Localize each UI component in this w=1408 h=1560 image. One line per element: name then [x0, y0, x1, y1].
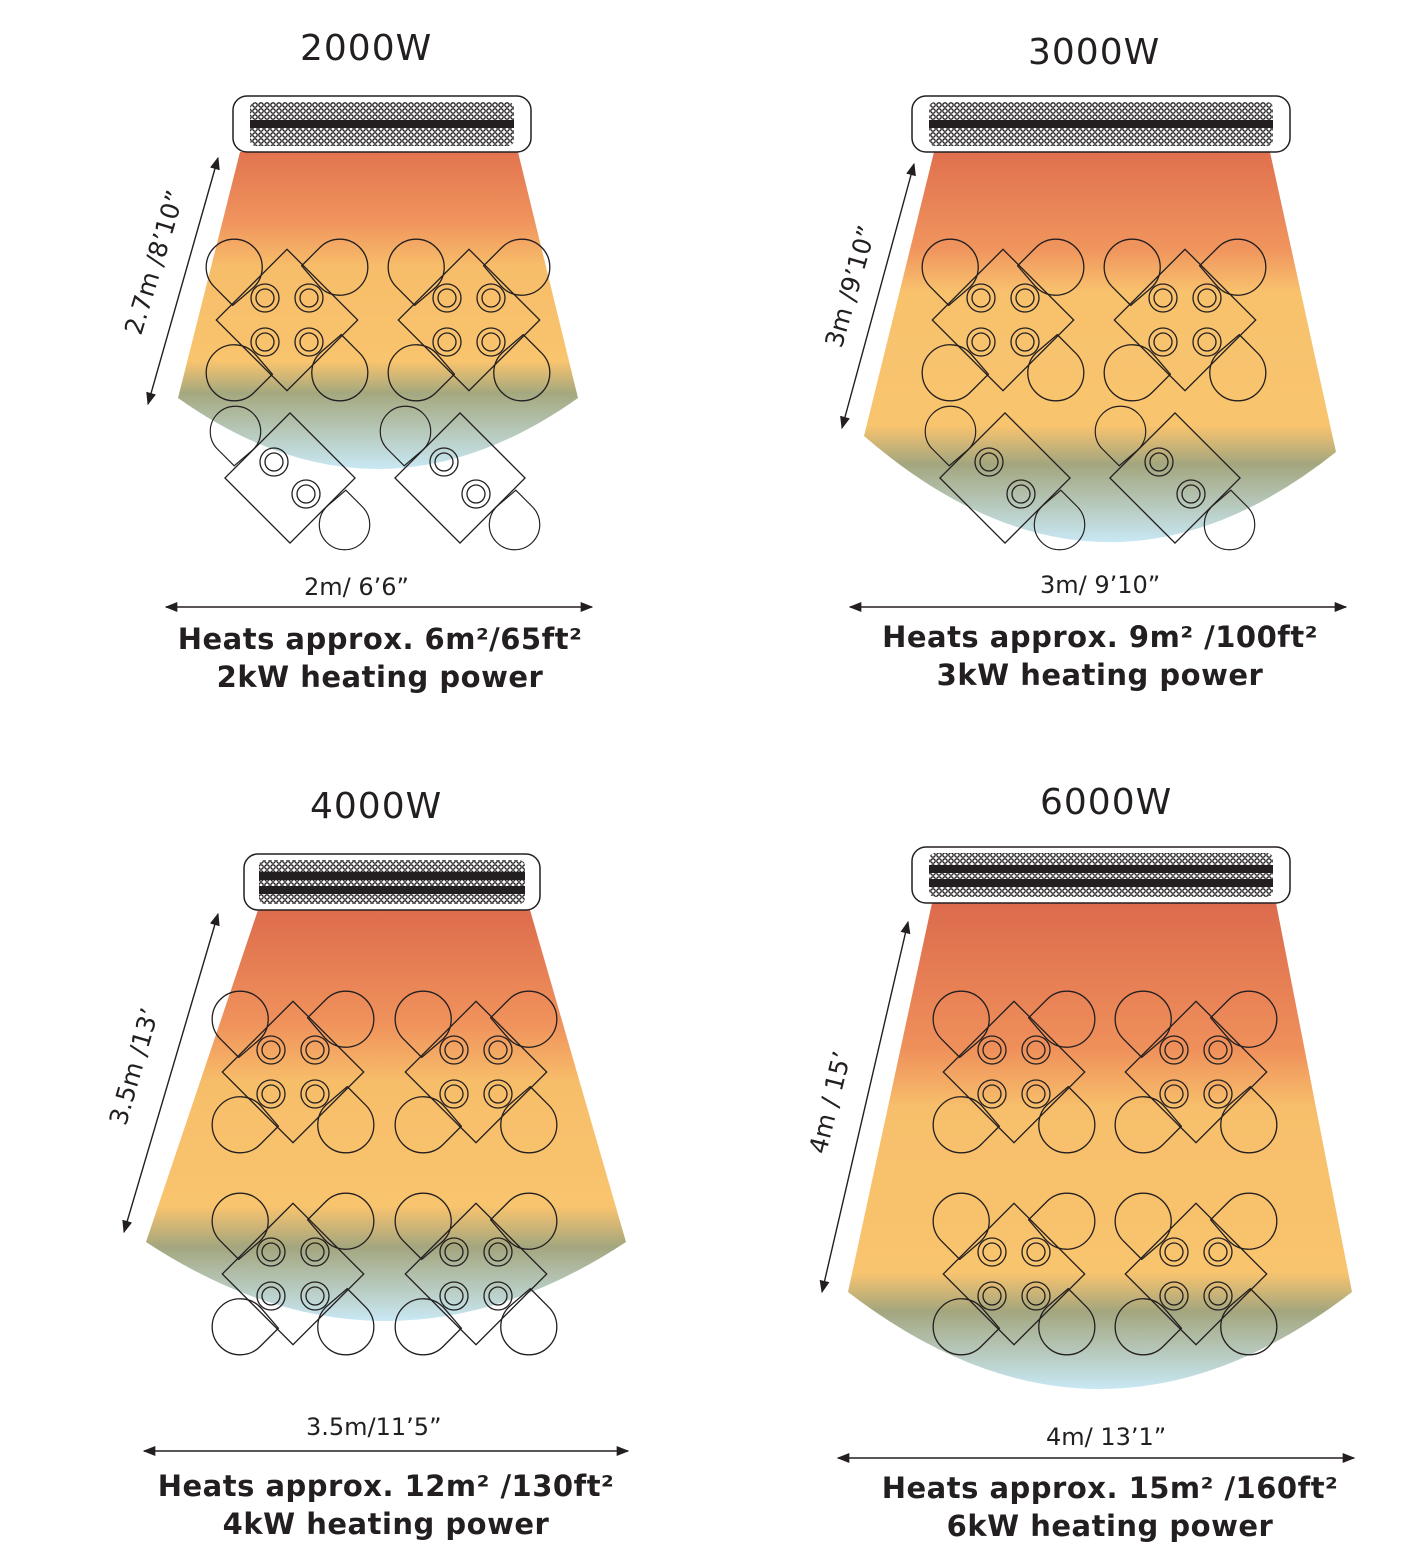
- area-line: Heats approx. 12m² /130ft²: [157, 1469, 615, 1503]
- wattage-title: 6000W: [1040, 782, 1173, 823]
- heater-icon: [911, 846, 1291, 904]
- power-line: 4kW heating power: [222, 1507, 550, 1541]
- spec-text: Heats approx. 9m² /100ft² 3kW heating po…: [850, 618, 1350, 694]
- heater-icon: [232, 95, 532, 153]
- spec-text: Heats approx. 6m²/65ft² 2kW heating powe…: [130, 620, 630, 696]
- heat-zone-6000w: [848, 903, 1352, 1389]
- spec-text: Heats approx. 15m² /160ft² 6kW heating p…: [850, 1469, 1370, 1545]
- height-arrow: [146, 156, 220, 406]
- spec-text: Heats approx. 12m² /130ft² 4kW heating p…: [136, 1467, 636, 1543]
- area-line: Heats approx. 9m² /100ft²: [882, 620, 1318, 654]
- height-arrow: [122, 912, 220, 1234]
- model-3000w-diagram: [840, 95, 1348, 613]
- power-line: 2kW heating power: [216, 660, 544, 694]
- model-2000w-diagram: [146, 95, 594, 613]
- wattage-title: 3000W: [1028, 32, 1161, 73]
- power-line: 3kW heating power: [936, 658, 1264, 692]
- width-label: 3m/ 9’10”: [1040, 571, 1161, 599]
- power-line: 6kW heating power: [946, 1509, 1274, 1543]
- area-line: Heats approx. 6m²/65ft²: [177, 622, 583, 656]
- height-arrow: [819, 920, 911, 1294]
- heater-icon: [243, 853, 541, 911]
- heat-zone-2000w: [178, 152, 578, 469]
- model-6000w-diagram: [819, 846, 1356, 1464]
- heater-icon: [911, 95, 1291, 153]
- area-line: Heats approx. 15m² /160ft²: [881, 1471, 1339, 1505]
- wattage-title: 2000W: [300, 28, 433, 69]
- width-label: 2m/ 6’6”: [304, 573, 409, 601]
- model-4000w-diagram: [122, 853, 630, 1457]
- heat-zone-4000w: [146, 910, 626, 1321]
- heat-zone-3000w: [864, 152, 1336, 543]
- height-arrow: [840, 162, 916, 430]
- width-label: 4m/ 13’1”: [1046, 1423, 1167, 1451]
- width-label: 3.5m/11’5”: [306, 1413, 442, 1441]
- wattage-title: 4000W: [310, 786, 443, 827]
